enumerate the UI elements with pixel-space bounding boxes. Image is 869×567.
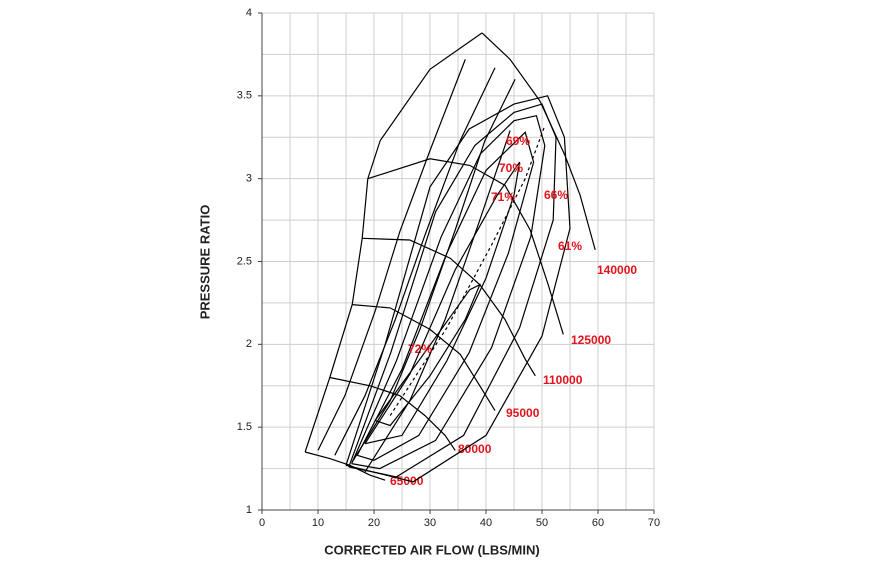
curve-label: 125000	[571, 333, 611, 347]
curve	[374, 283, 481, 427]
y-tick-label: 4	[246, 7, 252, 19]
map-line	[334, 67, 496, 456]
curve	[356, 131, 535, 461]
curve	[367, 158, 564, 335]
curve	[352, 304, 496, 411]
y-tick-label: 3	[246, 173, 252, 185]
y-tick-label: 2	[246, 338, 252, 350]
x-tick-label: 10	[312, 517, 324, 529]
curve	[345, 95, 571, 483]
x-axis-title: CORRECTED AIR FLOW (LBS/MIN)	[324, 542, 539, 557]
y-tick-label: 3.5	[237, 90, 252, 102]
x-tick-label: 50	[536, 517, 548, 529]
curve	[348, 103, 557, 478]
curve	[364, 161, 521, 445]
x-tick-label: 30	[424, 517, 436, 529]
curve-label: 95000	[506, 406, 540, 420]
curve	[304, 451, 386, 481]
curve-label: 70%	[499, 161, 523, 175]
curve	[329, 376, 456, 451]
map-line	[317, 59, 466, 451]
curve-label: 66%	[544, 188, 568, 202]
y-tick-label: 2.5	[237, 255, 252, 267]
curve-label: 71%	[491, 190, 515, 204]
map-line	[389, 125, 546, 416]
curve	[351, 114, 546, 470]
map-line	[351, 79, 516, 463]
x-tick-label: 0	[259, 517, 265, 529]
x-tick-label: 20	[368, 517, 380, 529]
curve-label: 69%	[506, 134, 530, 148]
curve-label: 80000	[458, 442, 492, 456]
curve-label: 110000	[543, 373, 583, 387]
map-line	[364, 130, 511, 473]
curve-label: 140000	[597, 263, 637, 277]
curve	[362, 237, 536, 377]
y-tick-label: 1	[246, 504, 252, 516]
x-tick-label: 60	[592, 517, 604, 529]
x-tick-label: 70	[648, 517, 660, 529]
y-axis-title: PRESSURE RATIO	[197, 205, 212, 320]
x-tick-label: 40	[480, 517, 492, 529]
y-tick-label: 1.5	[237, 421, 252, 433]
curve-label: 61%	[558, 239, 582, 253]
map-line	[304, 32, 483, 453]
